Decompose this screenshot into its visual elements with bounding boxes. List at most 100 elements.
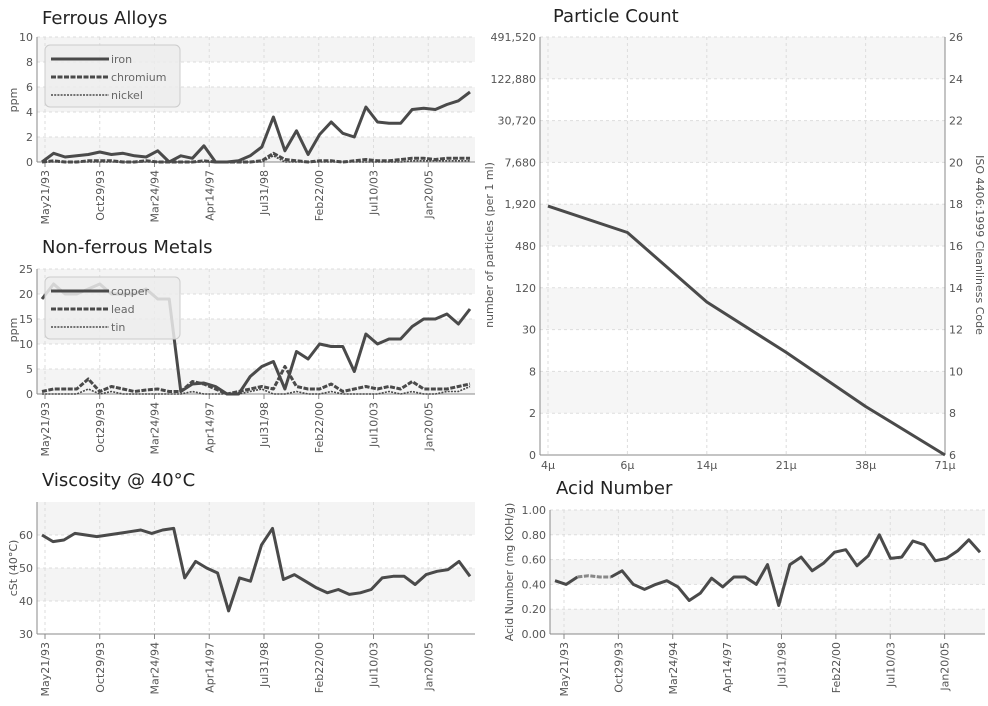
- y-tick-label: 0.40: [522, 578, 547, 591]
- x-tick-label: Mar24/94: [149, 170, 162, 222]
- ferrous-ylabel: ppm: [7, 88, 20, 113]
- y-tick-label: 0: [26, 388, 33, 401]
- y-tick-label: 2: [529, 407, 536, 420]
- series-line-chromium: [41, 151, 470, 164]
- grid-band: [37, 502, 475, 535]
- x-tick-label: Jul10/03: [368, 170, 381, 216]
- y-tick-label: 120: [515, 282, 536, 295]
- series-line-iron: [41, 90, 471, 164]
- viscosity-ylabel: cSt (40°C): [7, 540, 20, 597]
- x-tick-label: May21/93: [39, 170, 52, 224]
- non-ferrous-ylabel: ppm: [7, 318, 20, 343]
- series-line: [554, 533, 982, 607]
- grid-band: [540, 37, 945, 79]
- y-tick-label: 4: [26, 106, 33, 119]
- x-tick-label: Jan20/05: [939, 642, 952, 692]
- y-tick-label-right: 24: [949, 73, 963, 86]
- x-tick-label: Jul31/98: [258, 642, 271, 688]
- y-tick-label: 50: [19, 562, 33, 575]
- particle-count-chart: Particle Count number of particles (per …: [483, 6, 986, 472]
- y-tick-label-right: 16: [949, 240, 963, 253]
- y-tick-label: 0.20: [522, 603, 547, 616]
- series-line-nickel: [42, 155, 470, 163]
- y-tick-label-right: 20: [949, 156, 963, 169]
- grid-band: [37, 137, 475, 162]
- y-tick-label-right: 8: [949, 407, 956, 420]
- acid-number-title: Acid Number: [556, 478, 673, 499]
- y-tick-label: 480: [515, 240, 536, 253]
- y-tick-label: 0.80: [522, 529, 547, 542]
- x-tick-label: Feb22/00: [313, 402, 326, 453]
- x-tick-label: Feb22/00: [313, 170, 326, 221]
- grid-band: [550, 510, 985, 535]
- x-tick-label: Apr14/97: [203, 402, 216, 453]
- acid-number-chart: Acid Number Acid Number (mg KOH/g) 0.00 0…: [503, 478, 985, 696]
- y-tick-label-right: 10: [949, 365, 963, 378]
- viscosity-title: Viscosity @ 40°C: [42, 470, 195, 491]
- series-line-lead: [41, 365, 471, 396]
- x-tick-label: Jul10/03: [368, 402, 381, 448]
- y-tick-label: 6: [26, 81, 33, 94]
- viscosity-chart: Viscosity @ 40°C cSt (40°C) 30 40 50 60 May2…: [7, 470, 475, 696]
- y-tick-label: 20: [19, 288, 33, 301]
- x-tick-label: Oct29/93: [94, 402, 107, 453]
- y-tick-label: 2: [26, 131, 33, 144]
- particle-ylabel-left: number of particles (per 1 ml): [483, 162, 496, 328]
- x-tick-label: 4μ: [541, 459, 555, 472]
- particle-ylabel-right: ISO 4406:1999 Cleanliness Code: [973, 155, 986, 335]
- legend-label-iron: iron: [111, 53, 132, 66]
- y-tick-label: 122,880: [491, 73, 537, 86]
- x-tick-label: Feb22/00: [830, 642, 843, 693]
- x-tick-label: 6μ: [620, 459, 634, 472]
- x-tick-label: Apr14/97: [203, 642, 216, 693]
- x-tick-label: Feb22/00: [313, 642, 326, 693]
- x-tick-label: Mar24/94: [667, 642, 680, 694]
- x-tick-label: Jan20/05: [422, 170, 435, 220]
- x-tick-label: Apr14/97: [203, 170, 216, 221]
- y-tick-label: 1,920: [505, 198, 537, 211]
- y-tick-label: 5: [26, 363, 33, 376]
- y-tick-label: 7,680: [505, 156, 537, 169]
- legend-label-nickel: nickel: [111, 89, 143, 102]
- y-tick-label: 8: [529, 365, 536, 378]
- grid-band: [540, 371, 945, 414]
- x-tick-label: May21/93: [39, 642, 52, 696]
- y-tick-label: 0: [529, 449, 536, 462]
- y-tick-label: 15: [19, 313, 33, 326]
- x-tick-label: Oct29/93: [612, 642, 625, 693]
- y-tick-label: 10: [19, 31, 33, 44]
- legend-label-tin: tin: [111, 321, 125, 334]
- series-line: [41, 526, 472, 613]
- x-tick-label: Oct29/93: [94, 170, 107, 221]
- legend-label-lead: lead: [111, 303, 135, 316]
- x-tick-label: 71μ: [935, 459, 956, 472]
- y-tick-label-right: 18: [949, 198, 963, 211]
- y-tick-label: 0.60: [522, 554, 547, 567]
- x-tick-label: Mar24/94: [149, 642, 162, 694]
- y-tick-label: 30: [19, 628, 33, 641]
- y-tick-label: 491,520: [491, 31, 537, 44]
- x-tick-label: Jan20/05: [422, 402, 435, 452]
- grid-band: [540, 287, 945, 330]
- x-tick-label: Apr14/97: [721, 642, 734, 693]
- y-tick-label: 1.00: [522, 504, 547, 517]
- y-tick-label: 10: [19, 338, 33, 351]
- y-tick-label-right: 12: [949, 324, 963, 337]
- legend-label-copper: copper: [111, 285, 150, 298]
- y-tick-label: 60: [19, 529, 33, 542]
- x-tick-label: Mar24/94: [149, 402, 162, 454]
- y-tick-label: 30: [522, 324, 536, 337]
- series-line: [577, 574, 611, 579]
- series-line: [547, 204, 946, 457]
- non-ferrous-title: Non-ferrous Metals: [42, 237, 212, 258]
- y-tick-label-right: 6: [949, 449, 956, 462]
- x-tick-label: May21/93: [39, 402, 52, 456]
- x-tick-label: May21/93: [558, 642, 571, 696]
- particle-count-title: Particle Count: [553, 6, 679, 27]
- y-tick-label: 8: [26, 56, 33, 69]
- non-ferrous-chart: Non-ferrous Metals ppm 0 5 10 15 20 25 May21/9…: [7, 237, 475, 456]
- x-tick-label: Jul10/03: [368, 642, 381, 688]
- y-tick-label: 30,720: [498, 115, 537, 128]
- x-tick-label: Oct29/93: [94, 642, 107, 693]
